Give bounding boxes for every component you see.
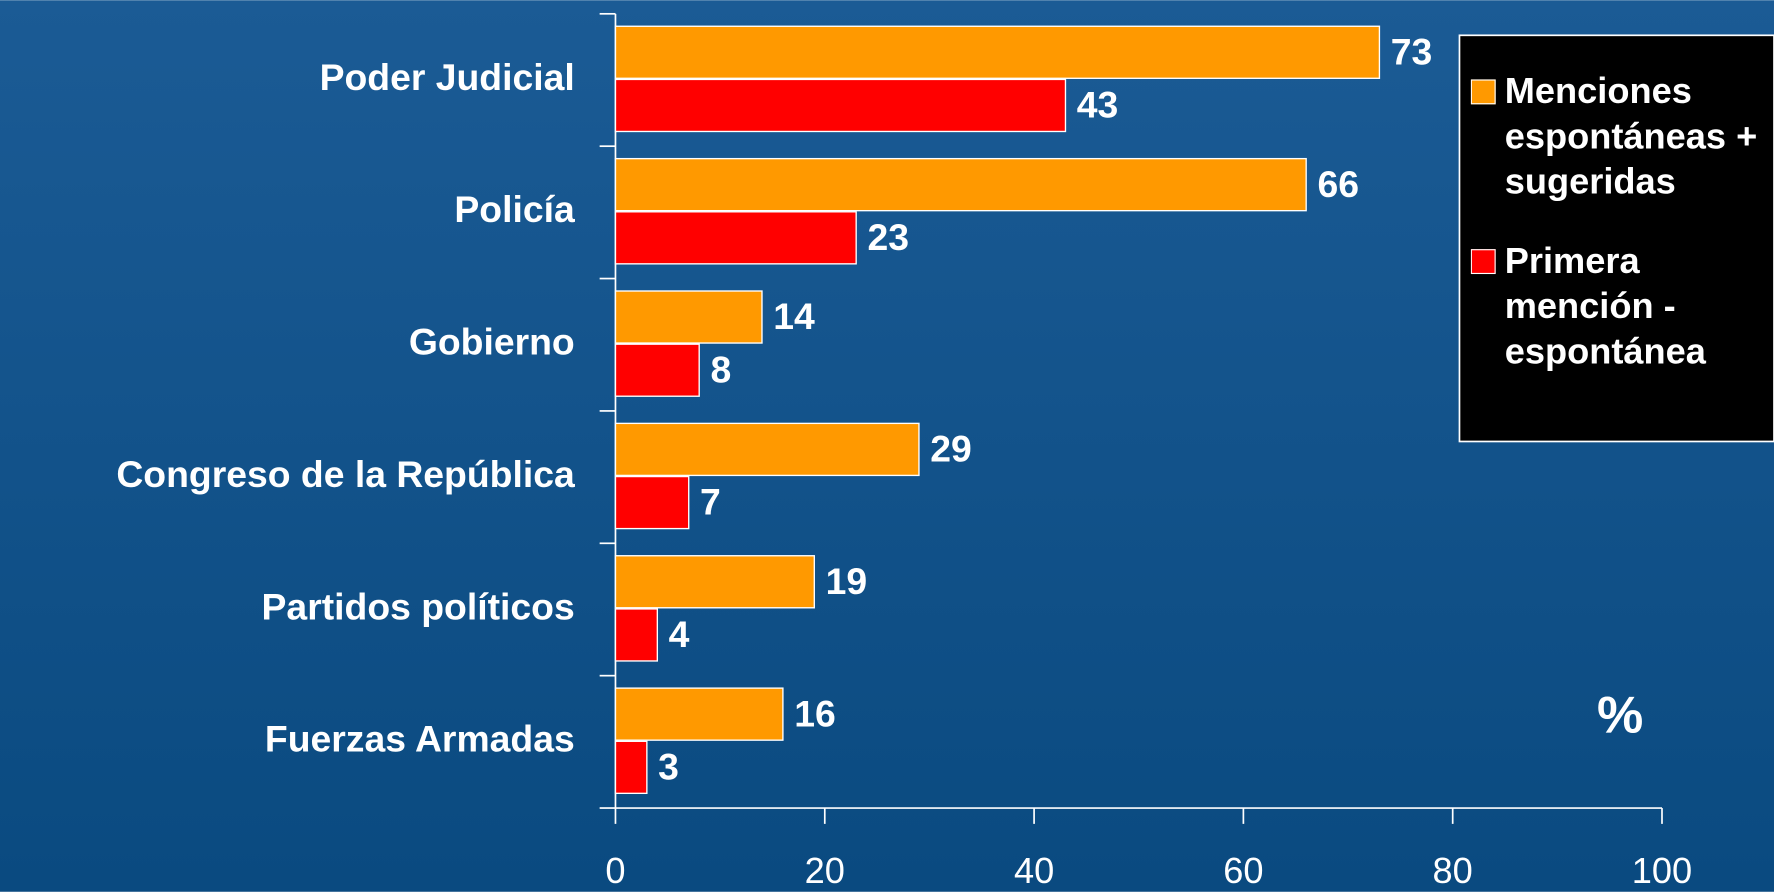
category-label: Fuerzas Armadas — [265, 718, 575, 760]
bar — [614, 475, 690, 530]
x-tick-label: 80 — [1433, 850, 1473, 891]
bar — [614, 555, 815, 609]
bar — [614, 211, 857, 265]
bar — [614, 608, 659, 662]
bar — [614, 687, 784, 741]
legend-item: Primera mención - espontánea — [1470, 238, 1774, 374]
bar — [614, 157, 1307, 212]
legend-items: Menciones espontáneas + sugeridas Primera… — [1470, 68, 1774, 374]
x-tick-label: 0 — [605, 850, 625, 891]
x-tick-label: 20 — [805, 850, 845, 891]
bar — [614, 740, 648, 795]
category-label: Congreso de la República — [116, 453, 575, 495]
value-label: 14 — [773, 295, 815, 337]
legend-label: Menciones espontáneas + sugeridas — [1504, 70, 1758, 202]
value-label: 8 — [711, 348, 732, 390]
value-label: 16 — [794, 692, 836, 734]
value-label: 4 — [669, 613, 690, 655]
bar — [614, 25, 1381, 79]
legend-item: Menciones espontáneas + sugeridas — [1470, 68, 1774, 204]
value-label: 43 — [1077, 84, 1119, 126]
x-tick-label: 100 — [1632, 850, 1692, 891]
x-tick-label: 40 — [1014, 850, 1054, 891]
x-tick-label: 60 — [1223, 850, 1263, 891]
bar — [614, 78, 1067, 133]
value-label: 19 — [826, 560, 868, 602]
legend-label: Primera mención - espontánea — [1504, 240, 1706, 372]
value-label: 7 — [700, 481, 721, 523]
category-label: Partidos políticos — [262, 585, 575, 627]
legend: Menciones espontáneas + sugeridas Primera… — [1470, 68, 1774, 374]
category-label: Gobierno — [409, 321, 575, 363]
value-label: 73 — [1391, 30, 1433, 72]
value-label: 66 — [1317, 163, 1359, 205]
bar — [614, 290, 763, 344]
legend-box — [1458, 34, 1774, 443]
bar — [614, 422, 920, 477]
value-label: 3 — [658, 745, 679, 787]
legend-swatch — [1470, 249, 1496, 275]
value-label: 23 — [867, 216, 909, 258]
value-label: 29 — [930, 428, 972, 470]
legend-swatch — [1470, 79, 1496, 105]
annotation: % — [1597, 686, 1643, 744]
category-label: Poder Judicial — [320, 56, 575, 98]
category-label: Policía — [454, 188, 575, 230]
bar — [614, 343, 700, 397]
